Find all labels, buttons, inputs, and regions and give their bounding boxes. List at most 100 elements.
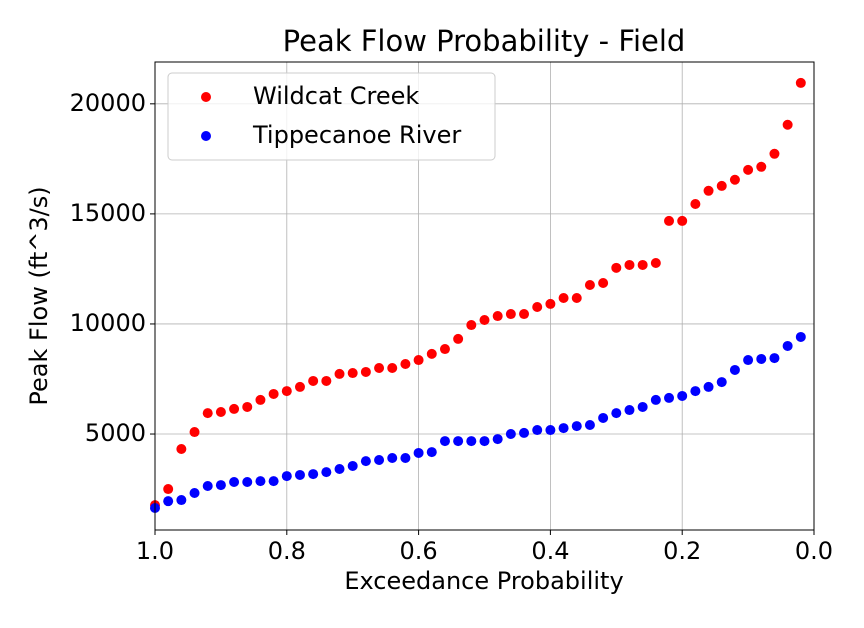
chart-title: Peak Flow Probability - Field: [283, 24, 686, 58]
data-point: [202, 408, 213, 419]
data-point: [584, 419, 595, 430]
data-point: [611, 408, 622, 419]
data-point: [229, 403, 240, 414]
data-point: [677, 390, 688, 401]
data-point: [413, 355, 424, 366]
data-point: [769, 353, 780, 364]
y-tick-label: 5000: [85, 419, 146, 447]
data-point: [769, 148, 780, 159]
data-point: [756, 353, 767, 364]
legend-marker: [201, 131, 211, 141]
data-point: [650, 394, 661, 405]
data-point: [281, 471, 292, 482]
data-point: [492, 434, 503, 445]
data-point: [374, 454, 385, 465]
data-point: [189, 488, 200, 499]
data-point: [545, 298, 556, 309]
data-point: [255, 476, 266, 487]
data-point: [479, 436, 490, 447]
data-point: [637, 401, 648, 412]
x-tick-label: 0.2: [663, 537, 701, 565]
data-point: [795, 77, 806, 88]
data-point: [308, 469, 319, 480]
data-point: [387, 362, 398, 373]
data-point: [439, 344, 450, 355]
data-point: [703, 381, 714, 392]
data-point: [242, 401, 253, 412]
data-point: [637, 259, 648, 270]
x-tick-label: 0.0: [795, 537, 833, 565]
data-point: [453, 333, 464, 344]
data-point: [505, 429, 516, 440]
data-point: [624, 405, 635, 416]
data-point: [584, 279, 595, 290]
data-point: [189, 427, 200, 438]
data-point: [677, 215, 688, 226]
data-point: [215, 480, 226, 491]
data-point: [743, 164, 754, 175]
data-point: [729, 364, 740, 375]
data-point: [782, 119, 793, 130]
data-point: [202, 480, 213, 491]
data-point: [360, 456, 371, 467]
data-point: [664, 392, 675, 403]
data-point: [347, 368, 358, 379]
data-point: [466, 320, 477, 331]
y-tick-label: 10000: [70, 309, 146, 337]
data-point: [413, 447, 424, 458]
data-point: [347, 460, 358, 471]
data-point: [360, 366, 371, 377]
data-point: [479, 314, 490, 325]
y-tick-label: 20000: [70, 89, 146, 117]
data-point: [782, 340, 793, 351]
data-point: [716, 377, 727, 388]
data-point: [716, 180, 727, 191]
data-point: [242, 477, 253, 488]
data-point: [519, 427, 530, 438]
data-point: [690, 198, 701, 209]
data-point: [400, 453, 411, 464]
data-point: [743, 355, 754, 366]
data-point: [703, 185, 714, 196]
data-point: [505, 309, 516, 320]
data-point: [571, 421, 582, 432]
data-point: [294, 381, 305, 392]
data-point: [255, 394, 266, 405]
data-point: [321, 375, 332, 386]
x-axis-label: Exceedance Probability: [344, 567, 623, 595]
data-point: [229, 477, 240, 488]
y-axis-label: Peak Flow (ft^3/s): [25, 186, 53, 405]
legend-box: [167, 72, 496, 161]
data-point: [611, 262, 622, 273]
data-point: [624, 259, 635, 270]
data-point: [321, 467, 332, 478]
data-point: [558, 423, 569, 434]
y-tick-label: 15000: [70, 199, 146, 227]
data-point: [334, 464, 345, 475]
data-point: [426, 447, 437, 458]
x-tick-label: 0.4: [531, 537, 569, 565]
data-point: [387, 453, 398, 464]
x-tick-label: 1.0: [136, 537, 174, 565]
data-point: [571, 292, 582, 303]
data-point: [163, 484, 174, 495]
legend-label: Wildcat Creek: [253, 82, 419, 110]
data-point: [453, 436, 464, 447]
data-point: [492, 311, 503, 322]
data-point: [215, 407, 226, 418]
data-point: [558, 292, 569, 303]
data-point: [176, 495, 187, 506]
data-point: [400, 359, 411, 370]
data-point: [268, 388, 279, 399]
data-point: [334, 368, 345, 379]
data-point: [466, 436, 477, 447]
data-point: [756, 161, 767, 172]
data-point: [532, 302, 543, 313]
data-point: [308, 375, 319, 386]
data-point: [690, 386, 701, 397]
data-point: [268, 476, 279, 487]
data-point: [729, 174, 740, 185]
data-point: [163, 496, 174, 507]
data-point: [545, 425, 556, 436]
